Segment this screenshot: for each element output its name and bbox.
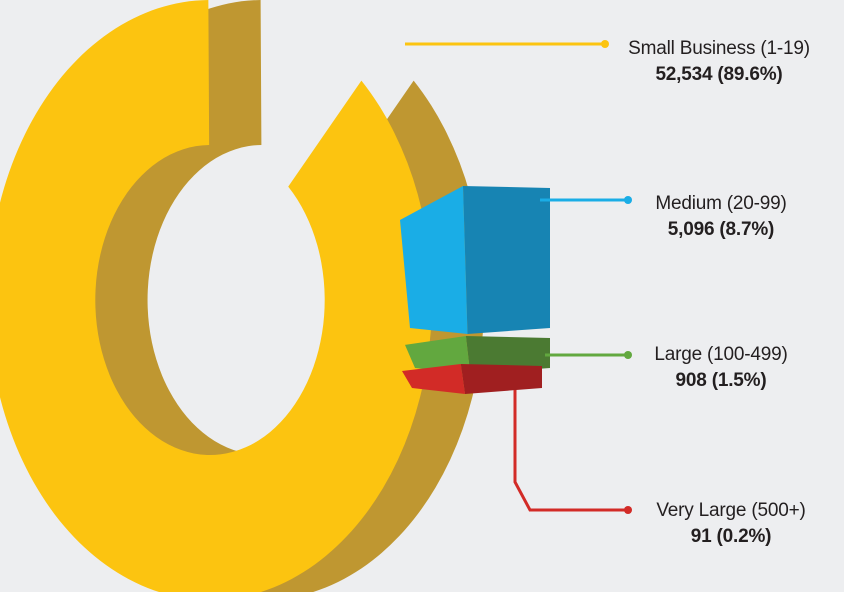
legend-label: Large (100-499): [654, 344, 788, 365]
leader-dot-2: [624, 351, 632, 359]
legend-medium: Medium (20-99) 5,096 (8.7%): [616, 191, 826, 243]
slice-face-3: [402, 364, 465, 394]
leader-dot-0: [601, 40, 609, 48]
legend-small-business: Small Business (1-19) 52,534 (89.6%): [614, 36, 824, 88]
leader-dot-3: [624, 506, 632, 514]
legend-value: 52,534 (89.6%): [655, 64, 783, 85]
legend-very-large: Very Large (500+) 91 (0.2%): [626, 498, 836, 550]
slice-side-1: [463, 186, 550, 334]
legend-value: 908 (1.5%): [675, 370, 767, 391]
slice-side-3: [460, 364, 542, 394]
ring-face-0: [0, 0, 432, 592]
leader-dot-1: [624, 196, 632, 204]
legend-value: 5,096 (8.7%): [667, 219, 775, 240]
legend-value: 91 (0.2%): [690, 526, 772, 547]
slice-face-2: [405, 336, 471, 374]
legend-large: Large (100-499) 908 (1.5%): [616, 342, 826, 394]
legend-label: Medium (20-99): [655, 193, 787, 214]
leader-line-3: [513, 390, 628, 512]
slice-side-2: [465, 336, 550, 374]
legend-label: Very Large (500+): [656, 500, 806, 521]
slice-face-1: [400, 186, 468, 334]
legend-label: Small Business (1-19): [628, 38, 810, 59]
